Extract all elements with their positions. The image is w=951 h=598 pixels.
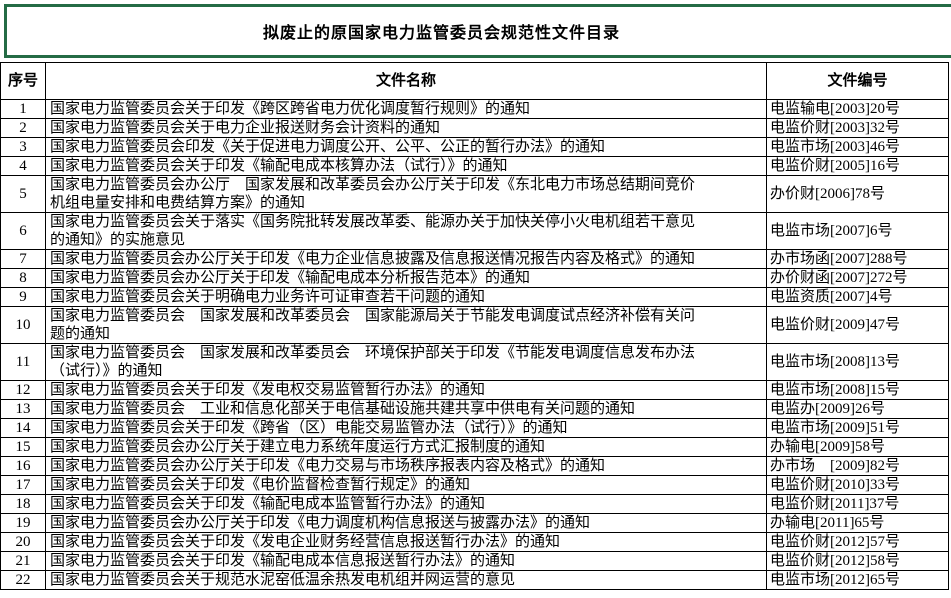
header-document-code: 文件编号 xyxy=(766,62,949,100)
row-document-name: 国家电力监管委员会办公厅关于印发《电力企业信息披露及信息报送情况报告内容及格式》… xyxy=(45,249,767,269)
table-row: 18 国家电力监管委员会关于印发《输配电成本监管暂行办法》的通知 电监价财[2011… xyxy=(0,494,949,514)
table-row: 13 国家电力监管委员会 工业和信息化部关于电信基础设施共建共享中供电有关问题的通… xyxy=(0,399,949,419)
row-document-name: 国家电力监管委员会关于印发《输配电成本监管暂行办法》的通知 xyxy=(45,494,767,514)
row-document-code: 电监价财[2012]58号 xyxy=(766,551,949,571)
row-serial-number: 21 xyxy=(0,551,46,571)
table-row: 10 国家电力监管委员会 国家发展和改革委员会 国家能源局关于节能发电调度试点经济… xyxy=(0,306,949,344)
row-document-name: 国家电力监管委员会关于印发《输配电成本信息报送暂行办法》的通知 xyxy=(45,551,767,571)
page-title: 拟废止的原国家电力监管委员会规范性文件目录 xyxy=(262,25,620,42)
row-serial-number: 6 xyxy=(0,212,46,250)
row-document-name: 国家电力监管委员会 工业和信息化部关于电信基础设施共建共享中供电有关问题的通知 xyxy=(45,399,767,419)
table-row: 22 国家电力监管委员会关于规范水泥窑低温余热发电机组并网运营的意见 电监市场[20… xyxy=(0,570,949,590)
table-row: 21 国家电力监管委员会关于印发《输配电成本信息报送暂行办法》的通知 电监价财[20… xyxy=(0,551,949,571)
table-row: 2 国家电力监管委员会关于电力企业报送财务会计资料的通知 电监价财[2003]32号 xyxy=(0,118,949,138)
row-document-code: 电监市场[2009]51号 xyxy=(766,418,949,438)
table-row: 9 国家电力监管委员会关于明确电力业务许可证审查若干问题的通知 电监资质[2007]… xyxy=(0,287,949,307)
table-row: 14 国家电力监管委员会关于印发《跨省（区）电能交易监管办法（试行）》的通知 电监市… xyxy=(0,418,949,438)
row-serial-number: 4 xyxy=(0,156,46,176)
row-document-code: 电监市场[2008]15号 xyxy=(766,380,949,400)
row-serial-number: 20 xyxy=(0,532,46,552)
row-serial-number: 12 xyxy=(0,380,46,400)
row-document-code: 电监价财[2005]16号 xyxy=(766,156,949,176)
row-document-name: 国家电力监管委员会关于落实《国务院批转发展改革委、能源办关于加快关停小火电机组若… xyxy=(45,212,767,250)
row-document-code: 办价财函[2007]272号 xyxy=(766,268,949,288)
row-serial-number: 18 xyxy=(0,494,46,514)
row-document-name: 国家电力监管委员会关于印发《电价监督检查暂行规定》的通知 xyxy=(45,475,767,495)
header-serial-number: 序号 xyxy=(0,62,46,100)
row-serial-number: 22 xyxy=(0,570,46,590)
row-document-name: 国家电力监管委员会关于印发《输配电成本核算办法（试行）》的通知 xyxy=(45,156,767,176)
row-document-code: 电监价财[2003]32号 xyxy=(766,118,949,138)
table-row: 1 国家电力监管委员会关于印发《跨区跨省电力优化调度暂行规则》的通知 电监输电[20… xyxy=(0,99,949,119)
table-row: 8 国家电力监管委员会办公厅关于印发《输配电成本分析报告范本》的通知 办价财函[20… xyxy=(0,268,949,288)
row-serial-number: 3 xyxy=(0,137,46,157)
table-row: 11 国家电力监管委员会 国家发展和改革委员会 环境保护部关于印发《节能发电调度信… xyxy=(0,343,949,381)
row-document-code: 办市场 [2009]82号 xyxy=(766,456,949,476)
row-document-code: 办价财[2006]78号 xyxy=(766,175,949,213)
table-body: 1 国家电力监管委员会关于印发《跨区跨省电力优化调度暂行规则》的通知 电监输电[20… xyxy=(0,99,949,590)
table-row: 17 国家电力监管委员会关于印发《电价监督检查暂行规定》的通知 电监价财[2010]… xyxy=(0,475,949,495)
row-serial-number: 15 xyxy=(0,437,46,457)
row-document-name: 国家电力监管委员会关于印发《跨省（区）电能交易监管办法（试行）》的通知 xyxy=(45,418,767,438)
row-document-name: 国家电力监管委员会办公厅关于印发《输配电成本分析报告范本》的通知 xyxy=(45,268,767,288)
table-row: 5 国家电力监管委员会办公厅 国家发展和改革委员会办公厅关于印发《东北电力市场总结… xyxy=(0,175,949,213)
row-document-name: 国家电力监管委员会办公厅关于印发《电力交易与市场秩序报表内容及格式》的通知 xyxy=(45,456,767,476)
row-document-name: 国家电力监管委员会办公厅 国家发展和改革委员会办公厅关于印发《东北电力市场总结期… xyxy=(45,175,767,213)
row-serial-number: 1 xyxy=(0,99,46,119)
row-document-name: 国家电力监管委员会关于印发《发电企业财务经营信息报送暂行办法》的通知 xyxy=(45,532,767,552)
row-serial-number: 14 xyxy=(0,418,46,438)
row-serial-number: 9 xyxy=(0,287,46,307)
table-header-row: 序号 文件名称 文件编号 xyxy=(0,62,949,100)
row-serial-number: 5 xyxy=(0,175,46,213)
table-row: 7 国家电力监管委员会办公厅关于印发《电力企业信息披露及信息报送情况报告内容及格式… xyxy=(0,249,949,269)
row-document-code: 电监市场[2008]13号 xyxy=(766,343,949,381)
row-document-name: 国家电力监管委员会 国家发展和改革委员会 环境保护部关于印发《节能发电调度信息发… xyxy=(45,343,767,381)
title-box: 拟废止的原国家电力监管委员会规范性文件目录 xyxy=(4,4,951,58)
row-serial-number: 2 xyxy=(0,118,46,138)
table-row: 20 国家电力监管委员会关于印发《发电企业财务经营信息报送暂行办法》的通知 电监价财… xyxy=(0,532,949,552)
row-document-name: 国家电力监管委员会关于明确电力业务许可证审查若干问题的通知 xyxy=(45,287,767,307)
row-document-code: 电监输电[2003]20号 xyxy=(766,99,949,119)
row-serial-number: 8 xyxy=(0,268,46,288)
row-document-name: 国家电力监管委员会办公厅关于印发《电力调度机构信息报送与披露办法》的通知 xyxy=(45,513,767,533)
row-document-code: 电监资质[2007]4号 xyxy=(766,287,949,307)
table-row: 12 国家电力监管委员会关于印发《发电权交易监管暂行办法》的通知 电监市场[2008… xyxy=(0,380,949,400)
row-document-code: 电监价财[2011]37号 xyxy=(766,494,949,514)
table-row: 16 国家电力监管委员会办公厅关于印发《电力交易与市场秩序报表内容及格式》的通知办… xyxy=(0,456,949,476)
table-row: 15 国家电力监管委员会办公厅关于建立电力系统年度运行方式汇报制度的通知 办输电[2… xyxy=(0,437,949,457)
row-document-name: 国家电力监管委员会印发《关于促进电力调度公开、公平、公正的暂行办法》的通知 xyxy=(45,137,767,157)
row-document-code: 电监市场[2007]6号 xyxy=(766,212,949,250)
row-document-code: 办输电[2011]65号 xyxy=(766,513,949,533)
row-document-code: 电监办[2009]26号 xyxy=(766,399,949,419)
row-document-code: 电监价财[2012]57号 xyxy=(766,532,949,552)
row-serial-number: 19 xyxy=(0,513,46,533)
row-document-code: 办市场函[2007]288号 xyxy=(766,249,949,269)
header-document-name: 文件名称 xyxy=(45,62,767,100)
row-serial-number: 16 xyxy=(0,456,46,476)
table-row: 3 国家电力监管委员会印发《关于促进电力调度公开、公平、公正的暂行办法》的通知 电监… xyxy=(0,137,949,157)
row-document-name: 国家电力监管委员会关于印发《跨区跨省电力优化调度暂行规则》的通知 xyxy=(45,99,767,119)
documents-table: 序号 文件名称 文件编号 1 国家电力监管委员会关于印发《跨区跨省电力优化调度暂行… xyxy=(0,62,949,590)
table-row: 19 国家电力监管委员会办公厅关于印发《电力调度机构信息报送与披露办法》的通知 办输… xyxy=(0,513,949,533)
row-serial-number: 10 xyxy=(0,306,46,344)
row-serial-number: 13 xyxy=(0,399,46,419)
table-row: 6 国家电力监管委员会关于落实《国务院批转发展改革委、能源办关于加快关停小火电机组… xyxy=(0,212,949,250)
row-serial-number: 11 xyxy=(0,343,46,381)
row-document-code: 电监市场[2003]46号 xyxy=(766,137,949,157)
row-serial-number: 7 xyxy=(0,249,46,269)
row-document-name: 国家电力监管委员会关于规范水泥窑低温余热发电机组并网运营的意见 xyxy=(45,570,767,590)
row-document-code: 电监市场[2012]65号 xyxy=(766,570,949,590)
row-document-code: 办输电[2009]58号 xyxy=(766,437,949,457)
row-document-code: 电监价财[2010]33号 xyxy=(766,475,949,495)
row-document-name: 国家电力监管委员会关于印发《发电权交易监管暂行办法》的通知 xyxy=(45,380,767,400)
row-document-name: 国家电力监管委员会办公厅关于建立电力系统年度运行方式汇报制度的通知 xyxy=(45,437,767,457)
row-document-name: 国家电力监管委员会 国家发展和改革委员会 国家能源局关于节能发电调度试点经济补偿… xyxy=(45,306,767,344)
row-document-name: 国家电力监管委员会关于电力企业报送财务会计资料的通知 xyxy=(45,118,767,138)
table-row: 4 国家电力监管委员会关于印发《输配电成本核算办法（试行）》的通知 电监价财[200… xyxy=(0,156,949,176)
row-serial-number: 17 xyxy=(0,475,46,495)
row-document-code: 电监价财[2009]47号 xyxy=(766,306,949,344)
